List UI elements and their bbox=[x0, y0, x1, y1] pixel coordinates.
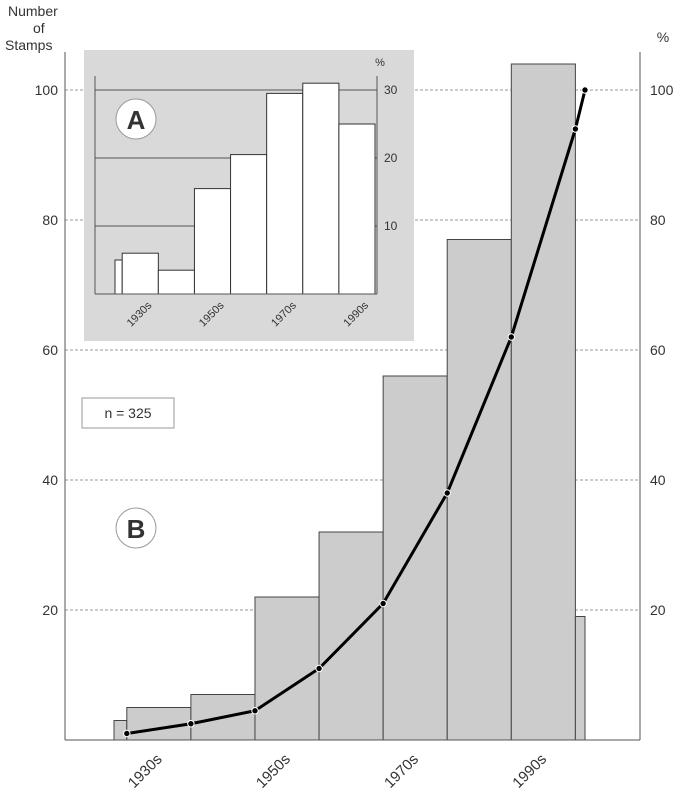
main-x-tick-labels: 1930s 1950s 1970s 1990s bbox=[125, 751, 550, 792]
right-y-axis-title: % bbox=[657, 29, 669, 45]
inset-bar bbox=[338, 123, 376, 295]
main-bar bbox=[126, 707, 192, 741]
cumulative-percent-line bbox=[123, 86, 589, 738]
cumulative-point bbox=[571, 125, 580, 133]
main-right-tick-label: 80 bbox=[650, 212, 666, 228]
main-right-tick-label: 20 bbox=[650, 602, 666, 618]
panel-label-a-text: A bbox=[127, 105, 146, 135]
main-x-tick-label: 1950s bbox=[253, 751, 294, 792]
main-bar bbox=[574, 616, 586, 741]
main-bar bbox=[446, 239, 512, 741]
cumulative-point bbox=[251, 707, 259, 715]
main-right-tick-label: 60 bbox=[650, 342, 666, 358]
cumulative-point bbox=[315, 664, 323, 673]
panel-label-b-text: B bbox=[127, 514, 146, 544]
cumulative-point bbox=[187, 720, 195, 728]
main-bar bbox=[254, 596, 320, 741]
main-x-tick-label: 1990s bbox=[509, 751, 550, 792]
main-bar bbox=[382, 375, 448, 741]
left-y-axis-title-line1: Number bbox=[8, 3, 58, 19]
inset-bar bbox=[157, 269, 195, 295]
cumulative-point bbox=[123, 729, 131, 738]
cumulative-point bbox=[581, 86, 589, 94]
main-bars bbox=[113, 63, 586, 741]
main-x-tick-label: 1970s bbox=[381, 751, 422, 792]
main-axes bbox=[64, 52, 641, 741]
inset-bar bbox=[193, 188, 232, 295]
inset-bar bbox=[302, 82, 340, 295]
cumulative-point bbox=[379, 599, 387, 608]
panel-label-a: A bbox=[115, 98, 157, 140]
main-chart-b: Number of Stamps % 20 40 60 80 100 20 40 60 80 1… bbox=[5, 3, 674, 792]
inset-bars bbox=[114, 82, 376, 295]
n-label-box: n = 325 bbox=[81, 397, 175, 429]
cumulative-point bbox=[507, 333, 516, 341]
inset-bar bbox=[266, 92, 304, 295]
inset-tick-labels: 10 20 30 bbox=[384, 83, 398, 233]
inset-bar bbox=[230, 154, 268, 295]
main-left-tick-label: 60 bbox=[42, 342, 58, 358]
main-bar bbox=[510, 63, 576, 741]
main-left-tick-label: 20 bbox=[42, 602, 58, 618]
inset-bar bbox=[114, 259, 123, 295]
main-left-tick-labels: 20 40 60 80 100 bbox=[35, 82, 59, 618]
main-left-tick-label: 40 bbox=[42, 472, 58, 488]
inset-right-axis-title: % bbox=[375, 57, 385, 69]
inset-tick-label: 30 bbox=[384, 83, 398, 97]
n-label: n = 325 bbox=[104, 405, 151, 421]
inset-bar bbox=[121, 252, 159, 295]
inset-axes bbox=[94, 76, 378, 295]
panel-label-b: B bbox=[115, 507, 157, 549]
main-left-tick-label: 100 bbox=[35, 82, 59, 98]
main-right-tick-labels: 20 40 60 80 100 bbox=[650, 82, 674, 618]
cumulative-point bbox=[443, 489, 451, 497]
inset-tick-label: 20 bbox=[384, 151, 398, 165]
main-right-tick-label: 100 bbox=[650, 82, 674, 98]
main-left-tick-label: 80 bbox=[42, 212, 58, 228]
inset-tick-label: 10 bbox=[384, 219, 398, 233]
main-right-tick-label: 40 bbox=[650, 472, 666, 488]
main-bar bbox=[113, 720, 128, 741]
left-y-axis-title-line2: of bbox=[33, 20, 45, 36]
left-y-axis-title-line3: Stamps bbox=[5, 37, 52, 53]
main-x-tick-label: 1930s bbox=[125, 751, 166, 792]
